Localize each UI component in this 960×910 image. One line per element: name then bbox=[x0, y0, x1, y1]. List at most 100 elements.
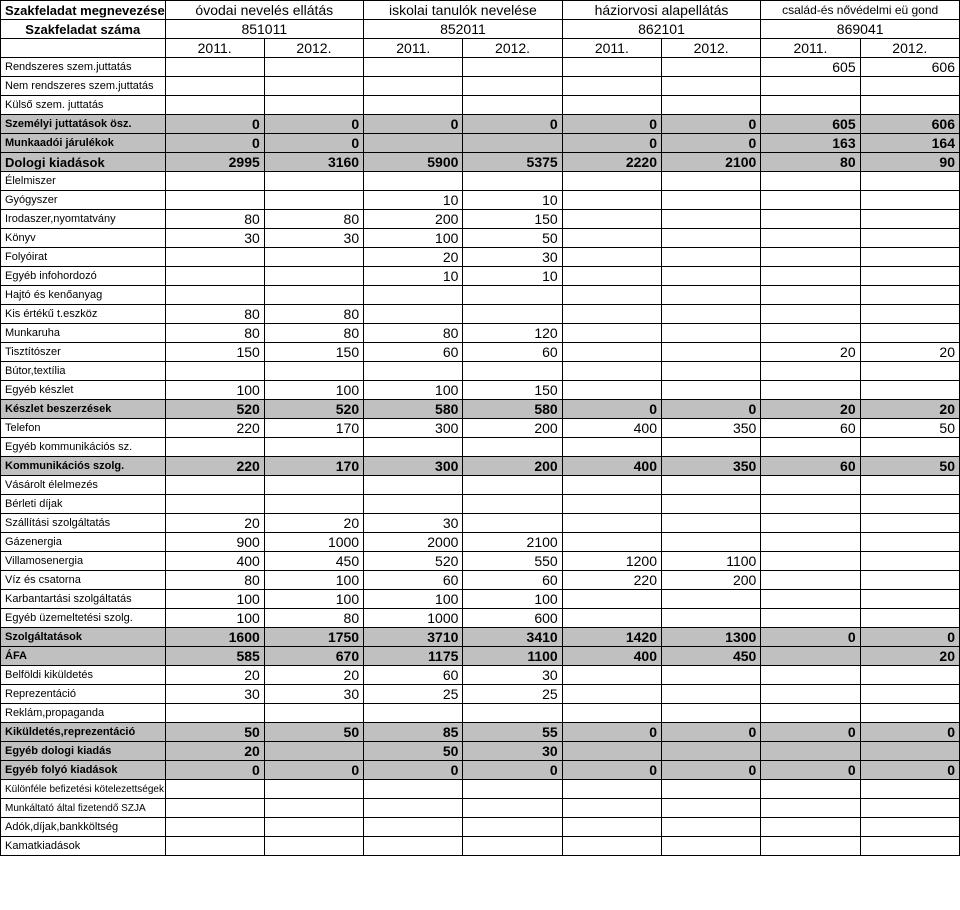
cell: 25 bbox=[364, 685, 463, 704]
cell: 60 bbox=[761, 457, 860, 476]
cell bbox=[662, 58, 761, 77]
cell bbox=[662, 305, 761, 324]
cell: 60 bbox=[463, 571, 562, 590]
cell: 585 bbox=[165, 647, 264, 666]
table-row: Folyóirat2030 bbox=[1, 248, 960, 267]
cell: 220 bbox=[562, 571, 661, 590]
header-code-1: 852011 bbox=[364, 20, 563, 39]
cell: 0 bbox=[264, 134, 363, 153]
cell bbox=[761, 590, 860, 609]
cell bbox=[761, 514, 860, 533]
cell: 400 bbox=[165, 552, 264, 571]
cell bbox=[264, 267, 363, 286]
cell: 0 bbox=[165, 134, 264, 153]
cell bbox=[165, 58, 264, 77]
table-row: Gázenergia900100020002100 bbox=[1, 533, 960, 552]
cell: 60 bbox=[463, 343, 562, 362]
row-label: Villamosenergia bbox=[1, 552, 166, 571]
cell: 220 bbox=[165, 419, 264, 438]
cell: 80 bbox=[364, 324, 463, 343]
cell: 60 bbox=[364, 666, 463, 685]
cell bbox=[165, 704, 264, 723]
cell: 520 bbox=[165, 400, 264, 419]
cell: 60 bbox=[364, 343, 463, 362]
cell bbox=[165, 248, 264, 267]
table-row: Vásárolt élelmezés bbox=[1, 476, 960, 495]
cell bbox=[860, 704, 959, 723]
cell: 400 bbox=[562, 647, 661, 666]
cell: 100 bbox=[264, 590, 363, 609]
cell bbox=[165, 172, 264, 191]
cell: 0 bbox=[463, 115, 562, 134]
cell: 350 bbox=[662, 419, 761, 438]
cell bbox=[264, 742, 363, 761]
cell bbox=[463, 362, 562, 381]
cell bbox=[662, 191, 761, 210]
cell: 170 bbox=[264, 457, 363, 476]
cell bbox=[662, 590, 761, 609]
row-label: Élelmiszer bbox=[1, 172, 166, 191]
cell bbox=[662, 818, 761, 837]
cell bbox=[860, 229, 959, 248]
cell bbox=[165, 476, 264, 495]
cell bbox=[662, 514, 761, 533]
cell: 10 bbox=[463, 191, 562, 210]
header-row-years: 2011. 2012. 2011. 2012. 2011. 2012. 2011… bbox=[1, 39, 960, 58]
row-label: Tisztítószer bbox=[1, 343, 166, 362]
cell bbox=[860, 172, 959, 191]
row-label: Szállítási szolgáltatás bbox=[1, 514, 166, 533]
cell bbox=[662, 704, 761, 723]
cell bbox=[860, 476, 959, 495]
cell: 170 bbox=[264, 419, 363, 438]
table-row: Egyéb kommunikációs sz. bbox=[1, 438, 960, 457]
cell: 80 bbox=[264, 210, 363, 229]
cell: 50 bbox=[860, 419, 959, 438]
header-year-3: 2012. bbox=[463, 39, 562, 58]
cell: 20 bbox=[860, 647, 959, 666]
cell bbox=[562, 381, 661, 400]
cell: 20 bbox=[761, 343, 860, 362]
cell: 10 bbox=[463, 267, 562, 286]
cell: 1100 bbox=[463, 647, 562, 666]
cell bbox=[364, 495, 463, 514]
cell: 80 bbox=[165, 324, 264, 343]
cell: 50 bbox=[463, 229, 562, 248]
row-label: Reprezentáció bbox=[1, 685, 166, 704]
table-row: Tisztítószer15015060602020 bbox=[1, 343, 960, 362]
row-label: Rendszeres szem.juttatás bbox=[1, 58, 166, 77]
cell bbox=[264, 191, 363, 210]
cell: 580 bbox=[364, 400, 463, 419]
table-row: Személyi juttatások ösz.000000605606 bbox=[1, 115, 960, 134]
cell: 60 bbox=[364, 571, 463, 590]
cell bbox=[264, 96, 363, 115]
cell: 0 bbox=[662, 761, 761, 780]
cell bbox=[562, 476, 661, 495]
table-row: Bérleti díjak bbox=[1, 495, 960, 514]
cell: 900 bbox=[165, 533, 264, 552]
cell bbox=[761, 191, 860, 210]
cell bbox=[165, 96, 264, 115]
row-label: Kiküldetés,reprezentáció bbox=[1, 723, 166, 742]
cell: 606 bbox=[860, 115, 959, 134]
cell: 25 bbox=[463, 685, 562, 704]
row-label: Könyv bbox=[1, 229, 166, 248]
cell bbox=[662, 742, 761, 761]
cell: 0 bbox=[860, 723, 959, 742]
cell bbox=[264, 172, 363, 191]
table-row: Hajtó és kenőanyag bbox=[1, 286, 960, 305]
cell bbox=[165, 495, 264, 514]
cell: 0 bbox=[761, 761, 860, 780]
cell: 1300 bbox=[662, 628, 761, 647]
cell: 2100 bbox=[662, 153, 761, 172]
cell: 2100 bbox=[463, 533, 562, 552]
header-year-5: 2012. bbox=[662, 39, 761, 58]
row-label: Munkaadói járulékok bbox=[1, 134, 166, 153]
cell bbox=[860, 685, 959, 704]
cell bbox=[860, 324, 959, 343]
cell: 150 bbox=[264, 343, 363, 362]
cell: 600 bbox=[463, 609, 562, 628]
table-row: Irodaszer,nyomtatvány8080200150 bbox=[1, 210, 960, 229]
cell bbox=[165, 438, 264, 457]
cell bbox=[463, 514, 562, 533]
table-row: Könyv303010050 bbox=[1, 229, 960, 248]
